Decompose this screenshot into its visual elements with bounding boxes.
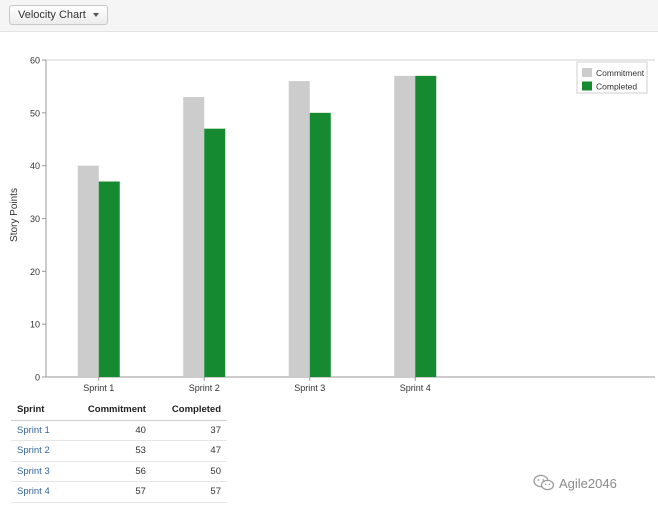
bar-completed-1 (98, 181, 120, 377)
report-selector-dropdown[interactable]: Velocity Chart (9, 5, 108, 25)
y-tick-label: 20 (30, 267, 40, 277)
watermark: Agile2046 (533, 474, 617, 492)
bar-completed-4 (415, 75, 437, 377)
sprint-link[interactable]: Sprint 4 (11, 481, 66, 503)
chart-legend: Commitment Completed (576, 61, 648, 94)
column-header-commitment: Commitment (65, 400, 152, 421)
watermark-text: Agile2046 (559, 475, 617, 491)
bar-commitment-4 (394, 75, 416, 377)
bar-completed-3 (309, 112, 331, 377)
x-tick-label: Sprint 1 (83, 383, 114, 393)
velocity-table: Sprint Commitment Completed Sprint 1 40 … (11, 400, 227, 503)
x-axis: Sprint 1 Sprint 2 Sprint 3 Sprint 4 (46, 376, 655, 393)
column-header-completed: Completed (151, 400, 227, 421)
table-row: Sprint 2 53 47 (11, 440, 227, 462)
completed-cell: 37 (151, 420, 227, 441)
sprint-link[interactable]: Sprint 1 (11, 420, 66, 441)
wechat-icon (533, 474, 555, 491)
commitment-cell: 56 (65, 461, 152, 482)
table-row: Sprint 1 40 37 (11, 420, 227, 441)
y-tick-label: 40 (30, 161, 40, 171)
y-axis: 0 10 20 30 40 50 60 (30, 56, 655, 383)
commitment-cell: 57 (65, 481, 152, 503)
table-header-row: Sprint Commitment Completed (11, 400, 227, 421)
sprint-link[interactable]: Sprint 3 (11, 461, 66, 482)
x-tick-label: Sprint 3 (294, 383, 325, 393)
legend-swatch-completed (582, 81, 592, 91)
commitment-cell: 53 (65, 440, 152, 462)
bar-commitment-2 (183, 96, 205, 377)
bars (77, 75, 437, 377)
table-row: Sprint 3 56 50 (11, 461, 227, 482)
completed-cell: 57 (151, 481, 227, 503)
commitment-cell: 40 (65, 420, 152, 441)
y-tick-label: 10 (30, 320, 40, 330)
legend-label-commitment: Commitment (596, 68, 645, 78)
toolbar: Velocity Chart (0, 0, 658, 32)
caret-down-icon (92, 13, 99, 17)
x-tick-label: Sprint 2 (189, 383, 220, 393)
bar-commitment-1 (77, 165, 99, 377)
legend-label-completed: Completed (596, 82, 637, 92)
y-tick-label: 60 (30, 56, 40, 66)
completed-cell: 47 (151, 440, 227, 462)
legend-swatch-commitment (582, 68, 592, 77)
y-tick-label: 30 (30, 214, 40, 224)
completed-cell: 50 (151, 461, 227, 482)
report-selector-label: Velocity Chart (18, 9, 86, 21)
table-row: Sprint 4 57 57 (11, 481, 227, 503)
y-tick-label: 50 (30, 108, 40, 118)
y-tick-label: 0 (35, 373, 40, 383)
y-axis-label: Story Points (9, 188, 20, 242)
column-header-sprint: Sprint (11, 400, 66, 421)
bar-completed-2 (204, 128, 226, 377)
sprint-link[interactable]: Sprint 2 (11, 440, 66, 462)
x-tick-label: Sprint 4 (400, 383, 431, 393)
bar-commitment-3 (288, 81, 310, 377)
